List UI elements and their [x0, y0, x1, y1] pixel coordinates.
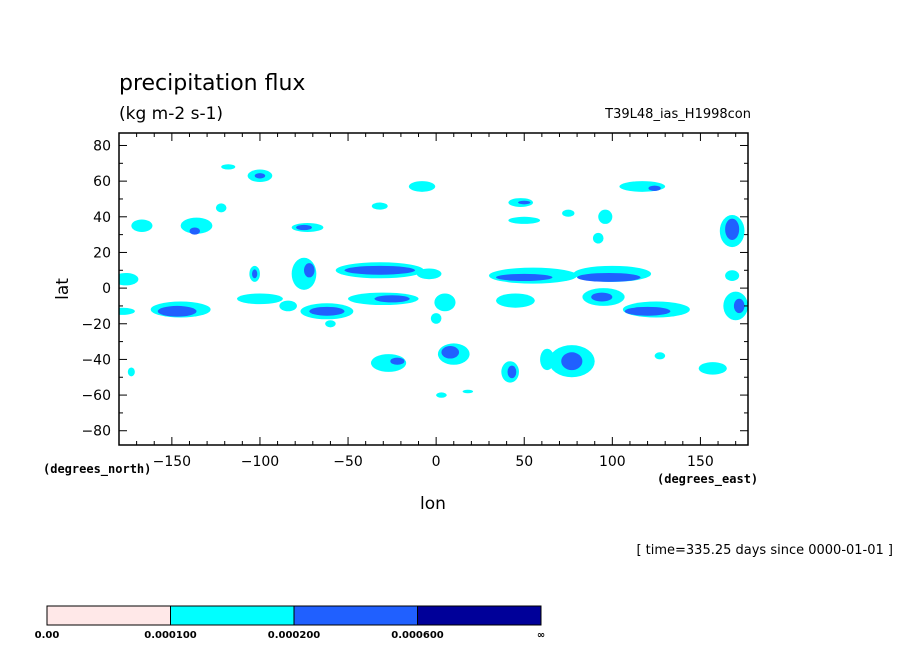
- precip-region-level-2: [304, 263, 315, 278]
- precip-region-level-2: [252, 269, 258, 279]
- precip-region-level-2: [733, 298, 745, 314]
- precip-region-level-1: [215, 203, 227, 213]
- run-label: T39L48_ias_H1998con: [604, 107, 751, 122]
- y-tick-label: −80: [81, 424, 111, 440]
- precip-region-level-2: [561, 352, 583, 371]
- precip-region-level-1: [508, 216, 541, 224]
- precip-region-level-2: [344, 265, 415, 275]
- precip-region-level-2: [496, 273, 553, 281]
- x-tick-label: 0: [432, 454, 441, 470]
- precip-region-level-1: [436, 392, 447, 398]
- y-axis-units: (degrees_north): [43, 462, 151, 477]
- colorbar-level-label: 0.000600: [391, 630, 444, 641]
- precip-region-level-1: [325, 320, 336, 328]
- precip-region-level-2: [296, 224, 312, 231]
- precip-region-level-2: [518, 200, 531, 205]
- precip-region-level-1: [430, 313, 442, 324]
- colorbar-level-label: 0.00: [35, 630, 60, 641]
- y-tick-label: 80: [93, 138, 111, 154]
- precip-region-level-1: [540, 348, 555, 371]
- x-tick-label: 50: [515, 454, 533, 470]
- precip-region-level-1: [131, 219, 153, 232]
- precip-region-level-1: [180, 217, 213, 234]
- precip-region-level-2: [254, 173, 266, 179]
- colorbar-segment: [293, 605, 418, 626]
- y-tick-label: 40: [93, 210, 111, 226]
- precip-region-level-1: [654, 352, 666, 360]
- chart-units: (kg m-2 s-1): [119, 104, 223, 124]
- colorbar: 0.00 0.000100 0.000200 0.000600 ∞: [35, 605, 545, 641]
- precip-region-level-2: [390, 357, 405, 365]
- precip-region-level-1: [434, 293, 456, 312]
- y-axis-label: lat: [53, 278, 73, 300]
- y-tick-label: −40: [81, 352, 111, 368]
- precip-region-level-2: [648, 185, 661, 191]
- y-tick-label: 60: [93, 174, 111, 190]
- y-tick-label: −20: [81, 317, 111, 333]
- x-tick-label: −100: [241, 454, 279, 470]
- x-axis-label: lon: [420, 494, 446, 514]
- precip-region-level-2: [507, 365, 517, 379]
- chart-title: precipitation flux: [119, 71, 305, 96]
- colorbar-level-label: 0.000200: [268, 630, 321, 641]
- x-tick-label: −150: [153, 454, 191, 470]
- tick-layer: −150 −100 −50 0 50 100 150 80 60 40 20 0 −20 −40 −60 −8…: [81, 133, 748, 470]
- x-tick-label: 150: [687, 454, 714, 470]
- precip-region-level-2: [624, 306, 671, 316]
- colorbar-level-label: 0.000100: [144, 630, 197, 641]
- precip-region-level-1: [221, 164, 236, 170]
- colorbar-level-label: ∞: [537, 630, 545, 641]
- x-tick-label: −50: [333, 454, 363, 470]
- colorbar-segment: [46, 605, 171, 626]
- precip-region-level-2: [591, 292, 613, 302]
- precip-region-level-1: [408, 181, 436, 192]
- x-tick-label: 100: [599, 454, 626, 470]
- precip-region-level-1: [598, 209, 613, 224]
- precip-region-level-1: [279, 300, 297, 312]
- precip-region-level-1: [119, 307, 135, 315]
- precip-region-level-1: [496, 293, 535, 308]
- precip-region-level-1: [592, 232, 604, 244]
- colorbar-segment: [170, 605, 295, 626]
- precip-region-level-1: [462, 389, 474, 394]
- precip-region-level-2: [189, 227, 201, 235]
- precip-region-level-1: [698, 362, 727, 375]
- precip-region-level-1: [562, 209, 575, 217]
- y-tick-label: 0: [102, 281, 111, 297]
- precip-region-level-2: [309, 306, 345, 316]
- precip-region-level-1: [725, 270, 740, 281]
- x-axis-units: (degrees_east): [657, 472, 758, 487]
- precip-region-level-2: [157, 305, 197, 317]
- y-tick-label: 20: [93, 245, 111, 261]
- y-tick-label: −60: [81, 388, 111, 404]
- precip-region-level-2: [374, 295, 410, 303]
- colorbar-segment: [417, 605, 542, 626]
- precip-region-level-2: [441, 346, 460, 359]
- precip-region-level-1: [371, 202, 388, 210]
- contour-fill-layer: [119, 164, 748, 398]
- precip-region-level-2: [577, 272, 641, 282]
- plot-frame: [118, 132, 749, 446]
- precip-region-level-1: [127, 367, 135, 377]
- precip-region-level-1: [237, 293, 283, 305]
- precip-region-level-1: [416, 268, 442, 280]
- time-label: [ time=335.25 days since 0000-01-01 ]: [636, 543, 893, 558]
- precip-region-level-1: [119, 272, 139, 286]
- precip-region-level-2: [725, 218, 740, 240]
